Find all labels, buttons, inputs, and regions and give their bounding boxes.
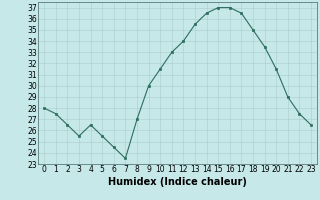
X-axis label: Humidex (Indice chaleur): Humidex (Indice chaleur) bbox=[108, 177, 247, 187]
